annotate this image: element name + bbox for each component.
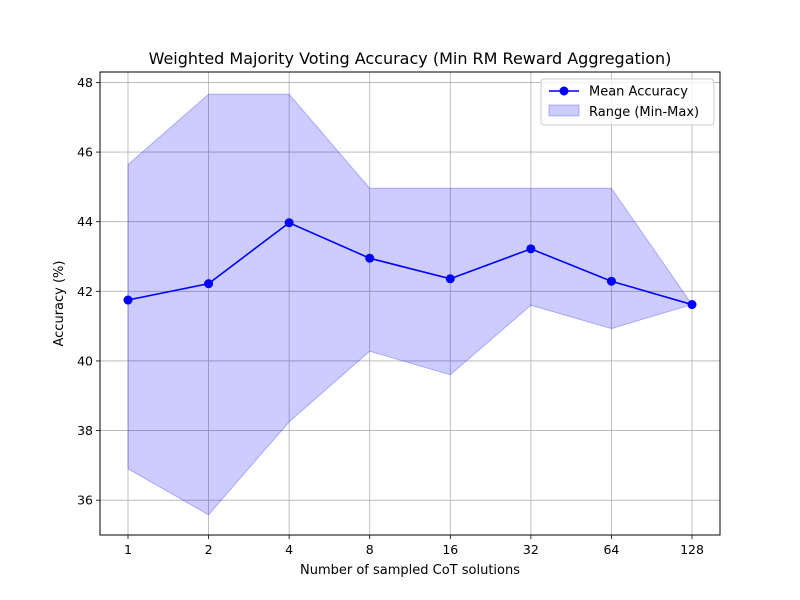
mean-accuracy-point — [204, 279, 214, 289]
x-tick-label: 32 — [523, 542, 539, 557]
y-axis-ticks: 36 38 40 42 44 46 48 — [77, 75, 100, 508]
x-tick-label: 1 — [124, 542, 132, 557]
x-tick-label: 16 — [442, 542, 458, 557]
legend-label-range: Range (Min-Max) — [589, 105, 699, 120]
mean-accuracy-point — [606, 276, 616, 286]
chart-title: Weighted Majority Voting Accuracy (Min R… — [149, 49, 672, 68]
mean-accuracy-point — [687, 300, 697, 310]
x-axis-label: Number of sampled CoT solutions — [300, 563, 520, 578]
mean-accuracy-point — [445, 274, 455, 284]
legend: Mean Accuracy Range (Min-Max) — [540, 78, 715, 126]
y-tick-label: 42 — [77, 284, 93, 299]
legend-range-swatch — [548, 104, 580, 117]
mean-accuracy-point — [526, 244, 536, 254]
y-tick-label: 40 — [77, 353, 93, 368]
range-band — [127, 93, 693, 516]
x-tick-label: 8 — [366, 542, 374, 557]
legend-label-mean: Mean Accuracy — [589, 85, 688, 100]
grid — [100, 72, 720, 535]
x-axis-ticks: 1 2 4 8 16 32 64 128 — [124, 535, 704, 557]
mean-line — [127, 221, 693, 306]
x-tick-label: 128 — [680, 542, 704, 557]
range-band-area — [127, 93, 693, 516]
mean-accuracy-point — [123, 295, 133, 305]
y-axis-label: Accuracy (%) — [52, 261, 67, 347]
mean-accuracy-line — [127, 221, 693, 306]
y-tick-label: 48 — [77, 75, 93, 90]
mean-accuracy-point — [284, 218, 294, 228]
x-tick-label: 64 — [603, 542, 619, 557]
y-tick-label: 46 — [77, 145, 93, 160]
x-tick-label: 4 — [285, 542, 293, 557]
legend-mean-marker-swatch — [559, 86, 569, 96]
y-tick-label: 36 — [77, 493, 93, 508]
y-tick-label: 38 — [77, 423, 93, 438]
x-tick-label: 2 — [205, 542, 213, 557]
mean-accuracy-point — [365, 253, 375, 263]
plot-frame — [99, 71, 721, 536]
mean-markers — [123, 218, 697, 310]
legend-box — [540, 78, 715, 126]
y-tick-label: 44 — [77, 214, 93, 229]
